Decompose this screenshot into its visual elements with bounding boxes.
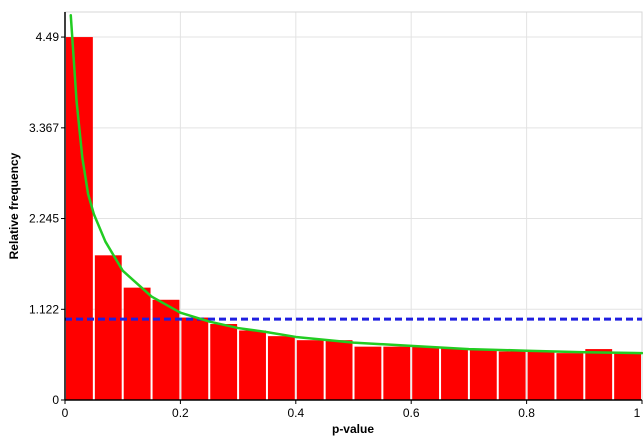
histogram-bar-14 [469,349,497,400]
histogram-bar-12 [412,346,440,400]
histogram-bar-13 [441,348,468,400]
y-tick-label-2: 2.245 [29,212,59,226]
x-tick-label-2: 0.4 [287,406,304,420]
histogram-bar-11 [383,346,411,400]
histogram-bar-15 [498,351,526,400]
histogram-bar-7 [267,336,295,400]
y-tick-label-1: 1.122 [29,302,59,316]
axes [61,12,643,404]
histogram-bar-1 [94,255,122,400]
histogram-bar-3 [152,299,180,400]
x-axis-title: p-value [332,422,374,436]
x-tick-label-5: 1 [634,406,641,420]
histogram-bar-18 [585,349,613,400]
histogram-bar-19 [614,353,641,400]
histogram-bar-5 [210,324,238,400]
histogram-bars [66,37,641,401]
y-tick-label-3: 3.367 [29,121,59,135]
fitted-curve-layer [69,13,643,355]
histogram-bar-9 [325,340,353,400]
y-tick-label-4: 4.49 [36,30,60,44]
x-tick-label-1: 0.2 [172,406,189,420]
tick-labels: 0 1.122 2.245 3.367 4.49 0 0.2 0.4 0.6 0.8 1 [29,30,641,420]
histogram-bar-6 [239,330,266,400]
histogram-bar-8 [296,340,324,400]
x-tick-label-3: 0.6 [403,406,420,420]
histogram-bar-16 [527,351,555,400]
histogram-bar-17 [556,353,584,400]
x-tick-label-0: 0 [62,406,69,420]
histogram-bar-0 [66,37,93,401]
fitted-curve-line [69,13,643,355]
histogram-bar-2 [123,287,151,400]
y-tick-label-0: 0 [52,393,59,407]
histogram-bar-10 [354,346,382,400]
y-axis-title: Relative frequency [7,152,21,259]
x-tick-label-4: 0.8 [518,406,535,420]
histogram-bar-4 [181,317,209,400]
